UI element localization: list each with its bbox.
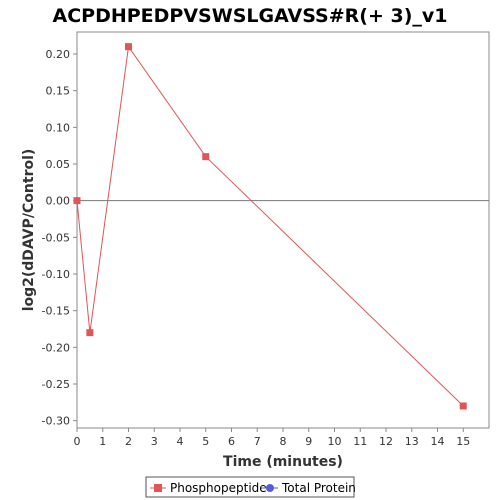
x-tick-label: 7 bbox=[254, 435, 261, 448]
legend-label: Total Protein bbox=[281, 481, 356, 495]
data-point bbox=[73, 197, 81, 205]
y-axis-ticks: 0.20 0.15 0.10 0.05 0.00 -0.05 -0.10 -0.15 -0.20… bbox=[42, 48, 77, 428]
x-tick-label: 11 bbox=[353, 435, 367, 448]
x-tick-label: 9 bbox=[305, 435, 312, 448]
x-tick-label: 13 bbox=[405, 435, 419, 448]
legend-square-marker bbox=[154, 484, 162, 492]
y-axis-label: log2(dDAVP/Control) bbox=[21, 149, 37, 312]
x-tick-label: 14 bbox=[431, 435, 445, 448]
x-axis-ticks: 0 1 2 3 4 5 6 7 8 9 10 11 12 13 14 15 bbox=[74, 428, 470, 448]
y-tick-label: -0.05 bbox=[42, 231, 70, 244]
legend-circle-marker bbox=[266, 484, 274, 492]
x-tick-label: 3 bbox=[151, 435, 158, 448]
x-tick-label: 0 bbox=[74, 435, 81, 448]
data-point bbox=[86, 329, 94, 337]
x-tick-label: 4 bbox=[177, 435, 184, 448]
x-tick-label: 10 bbox=[328, 435, 342, 448]
data-point bbox=[125, 43, 132, 51]
y-tick-label: -0.15 bbox=[42, 305, 70, 318]
y-tick-label: 0.00 bbox=[46, 195, 71, 208]
x-tick-label: 2 bbox=[125, 435, 132, 448]
x-tick-label: 8 bbox=[280, 435, 287, 448]
y-tick-label: 0.10 bbox=[46, 121, 71, 134]
data-point bbox=[459, 402, 467, 410]
x-tick-label: 6 bbox=[228, 435, 235, 448]
y-tick-label: -0.10 bbox=[42, 268, 70, 281]
legend: Phosphopeptide Total Protein bbox=[145, 476, 356, 498]
y-tick-label: 0.15 bbox=[46, 85, 71, 98]
x-tick-label: 15 bbox=[456, 435, 470, 448]
x-tick-label: 5 bbox=[202, 435, 209, 448]
chart-title: ACPDHPEDPVSWSLGAVSS#R(+ 3)_v1 bbox=[53, 5, 448, 27]
x-tick-label: 12 bbox=[379, 435, 393, 448]
y-tick-label: -0.20 bbox=[42, 341, 70, 354]
plot-area bbox=[76, 31, 490, 429]
data-point bbox=[202, 153, 210, 161]
y-tick-label: -0.25 bbox=[42, 378, 70, 391]
legend-label: Phosphopeptide bbox=[170, 481, 267, 495]
y-tick-label: 0.20 bbox=[46, 48, 71, 61]
y-tick-label: -0.30 bbox=[42, 415, 70, 428]
x-axis-label: Time (minutes) bbox=[223, 454, 343, 470]
y-tick-label: 0.05 bbox=[46, 158, 71, 171]
legend-box bbox=[145, 476, 355, 498]
series-lines bbox=[73, 43, 467, 410]
x-tick-label: 1 bbox=[99, 435, 106, 448]
